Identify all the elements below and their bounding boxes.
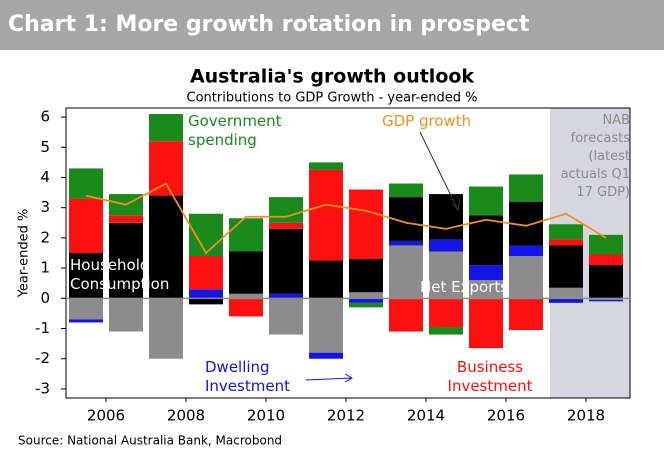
bar-segment <box>149 195 183 299</box>
bar-segment <box>149 298 183 359</box>
bar-segment <box>509 298 543 331</box>
x-tick-label: 2016 <box>487 407 525 425</box>
bar-segment <box>509 245 543 257</box>
y-tick-label: 0 <box>40 289 50 307</box>
y-tick-label: 2 <box>40 228 50 246</box>
bar-segment <box>589 299 623 302</box>
bar-segment <box>589 234 623 255</box>
forecast-note: NAB forecasts (latest actuals Q1 17 GDP) <box>560 113 630 200</box>
x-tick-label: 2010 <box>247 407 285 425</box>
bar-segment <box>189 256 223 290</box>
dwelling-arrow <box>305 373 354 383</box>
y-tick-label: 5 <box>40 138 50 156</box>
series-label: Household Consumption <box>70 256 170 293</box>
bar-segment <box>349 298 383 303</box>
bar-segment <box>349 259 383 293</box>
bar-segment <box>469 215 503 266</box>
bar-segment <box>589 265 623 299</box>
bar-segment <box>549 287 583 299</box>
bar-segment <box>229 298 263 317</box>
bar-segment <box>469 265 503 281</box>
gdp-arrow <box>419 131 461 212</box>
bar-segment <box>229 218 263 252</box>
bar-segment <box>69 253 103 299</box>
bar-segment <box>429 239 463 252</box>
bar-segment <box>349 292 383 299</box>
y-tick-label: 3 <box>40 198 50 216</box>
bar-segment <box>429 327 463 335</box>
bar-segment <box>389 298 423 332</box>
bar-segment <box>549 239 583 246</box>
bar-segment <box>189 213 223 257</box>
bar-segment <box>389 245 423 299</box>
plot-frame <box>65 107 631 399</box>
series-label: Government spending <box>188 112 282 149</box>
bar-segment <box>589 254 623 266</box>
bar-segment <box>309 260 343 299</box>
x-tick-label: 2014 <box>407 407 445 425</box>
y-tick-label: -1 <box>35 319 50 337</box>
bar-segment <box>389 240 423 246</box>
bar-segment <box>589 298 623 300</box>
chart-subtitle: Contributions to GDP Growth - year-ended… <box>187 91 478 106</box>
x-tick-label: 2006 <box>87 407 125 425</box>
series-label: GDP growth <box>382 112 472 130</box>
y-tick-label: -3 <box>35 379 50 397</box>
header-bar <box>0 0 664 50</box>
bar-segment <box>269 222 303 229</box>
bar-segment <box>309 352 343 359</box>
bar-segment <box>509 174 543 202</box>
bar-segment <box>229 251 263 294</box>
bar-segment <box>189 298 223 305</box>
x-tick-label: 2012 <box>327 407 365 425</box>
bar-segment <box>269 293 303 299</box>
bar-segment <box>429 251 463 299</box>
bar-segment <box>469 298 503 349</box>
bar-segment <box>429 298 463 328</box>
bar-segment <box>469 280 503 299</box>
bar-segment <box>229 293 263 299</box>
bar-segment <box>349 302 383 308</box>
bar-segment <box>69 319 103 323</box>
bar-segment <box>549 298 583 303</box>
x-tick-label: 2018 <box>567 407 605 425</box>
bar-segment <box>549 224 583 240</box>
series-label: Dwelling Investment <box>205 358 290 395</box>
bar-segment <box>109 222 143 299</box>
series-label: Net Exports <box>420 278 509 296</box>
bar-segment <box>269 228 303 294</box>
bar-segment <box>349 189 383 260</box>
y-axis-title: Year-ended % <box>17 209 32 299</box>
y-tick-label: 1 <box>40 259 50 277</box>
bar-segment <box>549 245 583 288</box>
y-tick-label: -2 <box>35 349 50 367</box>
bar-segment <box>389 183 423 198</box>
bar-segment <box>149 114 183 142</box>
series-label: Business Investment <box>447 358 533 395</box>
bar-segment <box>109 298 143 332</box>
bar-segment <box>69 168 103 199</box>
x-tick-label: 2008 <box>167 407 205 425</box>
source: Source: National Australia Bank, Macrobo… <box>18 434 282 448</box>
bar-segment <box>269 197 303 223</box>
y-tick-label: 4 <box>40 168 50 186</box>
header: Chart 1: More growth rotation in prospec… <box>8 12 530 37</box>
bar-segment <box>69 298 103 320</box>
bar-segment <box>429 194 463 240</box>
bar-segment <box>269 298 303 335</box>
y-tick-label: 6 <box>40 108 50 126</box>
gdp-line <box>85 182 607 255</box>
bar-segment <box>309 162 343 170</box>
bar-segment <box>149 141 183 196</box>
bar-segment <box>509 256 543 299</box>
bar-segment <box>109 215 143 223</box>
bar-segment <box>189 289 223 299</box>
bar-segment <box>69 198 103 253</box>
bar-segment <box>309 298 343 353</box>
chart-title: Australia's growth outlook <box>190 66 474 88</box>
bar-segment <box>469 186 503 216</box>
bar-segment <box>309 169 343 261</box>
